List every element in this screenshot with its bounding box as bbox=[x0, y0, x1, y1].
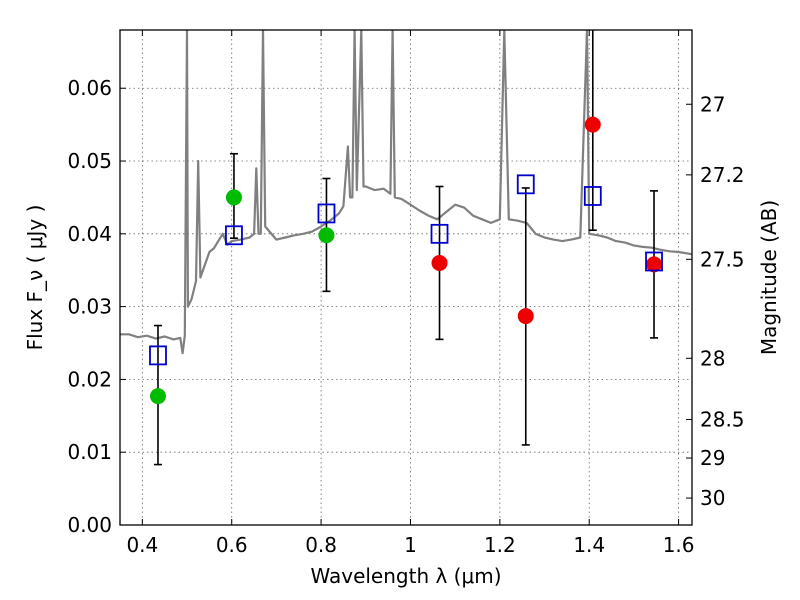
grid-lines bbox=[120, 30, 692, 525]
y-tick-label: 0.01 bbox=[67, 440, 112, 464]
y2-tick-label: 28.5 bbox=[700, 407, 745, 431]
blue-model-square bbox=[317, 203, 336, 224]
y2-tick-label: 27 bbox=[700, 92, 725, 116]
x-tick-label: 1.2 bbox=[484, 533, 516, 557]
green-data-point bbox=[225, 189, 242, 206]
blue-model-square bbox=[583, 186, 602, 206]
y2-tick-label: 30 bbox=[700, 486, 725, 510]
x-tick-label: 1.6 bbox=[663, 533, 695, 557]
x-axis-title: Wavelength λ (μm) bbox=[310, 564, 501, 588]
model-spectrum-line bbox=[120, 30, 692, 355]
plot-area bbox=[120, 30, 692, 466]
red-data-point bbox=[584, 116, 601, 133]
x-tick-label: 0.8 bbox=[305, 533, 337, 557]
y-tick-label: 0.05 bbox=[67, 149, 112, 173]
plot-frame bbox=[119, 29, 693, 526]
x-tick-label: 0.4 bbox=[126, 533, 158, 557]
green-data-point bbox=[318, 227, 335, 244]
x-tick-label: 0.6 bbox=[216, 533, 248, 557]
y2-tick-label: 27.2 bbox=[700, 163, 745, 187]
red-data-point bbox=[646, 256, 663, 273]
blue-model-square bbox=[149, 345, 167, 366]
y2-tick-label: 29 bbox=[700, 446, 725, 470]
green-data-point bbox=[149, 388, 166, 405]
blue-model-square bbox=[225, 225, 243, 246]
blue-model-square bbox=[430, 223, 449, 244]
y-axis-title: Flux F_ν ( μJy ) bbox=[23, 205, 47, 351]
y2-tick-label: 28 bbox=[700, 346, 725, 370]
axis-ticks: 0.4 0.6 0.8 1 1.2 1.4 1.6 0.00 0.01 0.02 0.03 0.04 0… bbox=[67, 30, 745, 557]
y2-axis-title: Magnitude (AB) bbox=[757, 200, 781, 355]
y-tick-label: 0.00 bbox=[67, 513, 112, 537]
x-tick-label: 1.4 bbox=[573, 533, 605, 557]
red-data-point bbox=[431, 254, 448, 271]
y-tick-label: 0.06 bbox=[67, 76, 112, 100]
y-tick-label: 0.03 bbox=[67, 295, 112, 319]
red-data-point bbox=[517, 308, 534, 325]
y2-tick-label: 27.5 bbox=[700, 247, 745, 271]
blue-model-square bbox=[645, 251, 663, 272]
blue-model-square bbox=[516, 174, 535, 195]
x-tick-label: 1 bbox=[404, 533, 417, 557]
y-tick-label: 0.02 bbox=[67, 367, 112, 391]
y-tick-label: 0.04 bbox=[67, 222, 112, 246]
